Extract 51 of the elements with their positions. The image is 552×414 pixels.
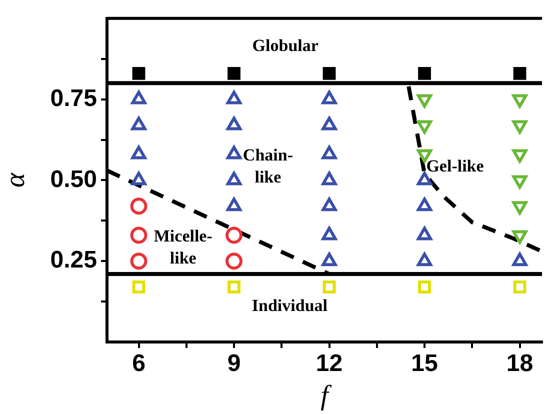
point [322, 252, 337, 266]
annotation: Globular [252, 36, 319, 55]
x-tick-label: 15 [411, 350, 438, 378]
point [513, 66, 526, 80]
y-axis-title: α [0, 172, 32, 188]
point [513, 280, 526, 294]
point [131, 90, 146, 104]
point [226, 90, 242, 104]
point [416, 252, 432, 266]
y-tick-label: 0.75 [50, 84, 97, 112]
point [132, 280, 146, 294]
x-tick-label: 9 [227, 350, 241, 378]
point [322, 280, 336, 294]
point [228, 280, 240, 294]
point [416, 198, 432, 212]
y-tick-label: 0.25 [50, 246, 97, 274]
annotation: Gel-like [426, 156, 484, 176]
y-tick-label: 0.50 [50, 166, 97, 193]
point [226, 198, 242, 212]
point [226, 116, 242, 130]
point [322, 66, 336, 80]
point [322, 116, 337, 130]
point [130, 198, 148, 215]
annotation: Micelle- like [154, 226, 213, 268]
point [226, 226, 243, 244]
x-axis-title: f [320, 380, 332, 412]
point [322, 146, 337, 160]
point [512, 252, 528, 266]
point [418, 66, 431, 80]
x-tick-label: 12 [316, 350, 343, 378]
x-tick-label: 18 [506, 350, 534, 378]
point [226, 146, 242, 160]
point [416, 226, 432, 240]
point [132, 66, 146, 80]
point [226, 252, 243, 270]
point [228, 66, 240, 80]
point [131, 116, 146, 130]
annotation: Individual [252, 296, 328, 315]
point [418, 280, 431, 294]
point [322, 90, 337, 104]
point [416, 172, 432, 186]
point [130, 252, 148, 270]
point [322, 198, 337, 212]
point [130, 226, 148, 244]
point [226, 172, 242, 186]
annotation: Chain- like [242, 146, 294, 187]
x-tick-label: 6 [132, 350, 146, 378]
point [131, 146, 146, 160]
point [322, 226, 337, 240]
point [131, 172, 146, 186]
point [322, 172, 337, 186]
